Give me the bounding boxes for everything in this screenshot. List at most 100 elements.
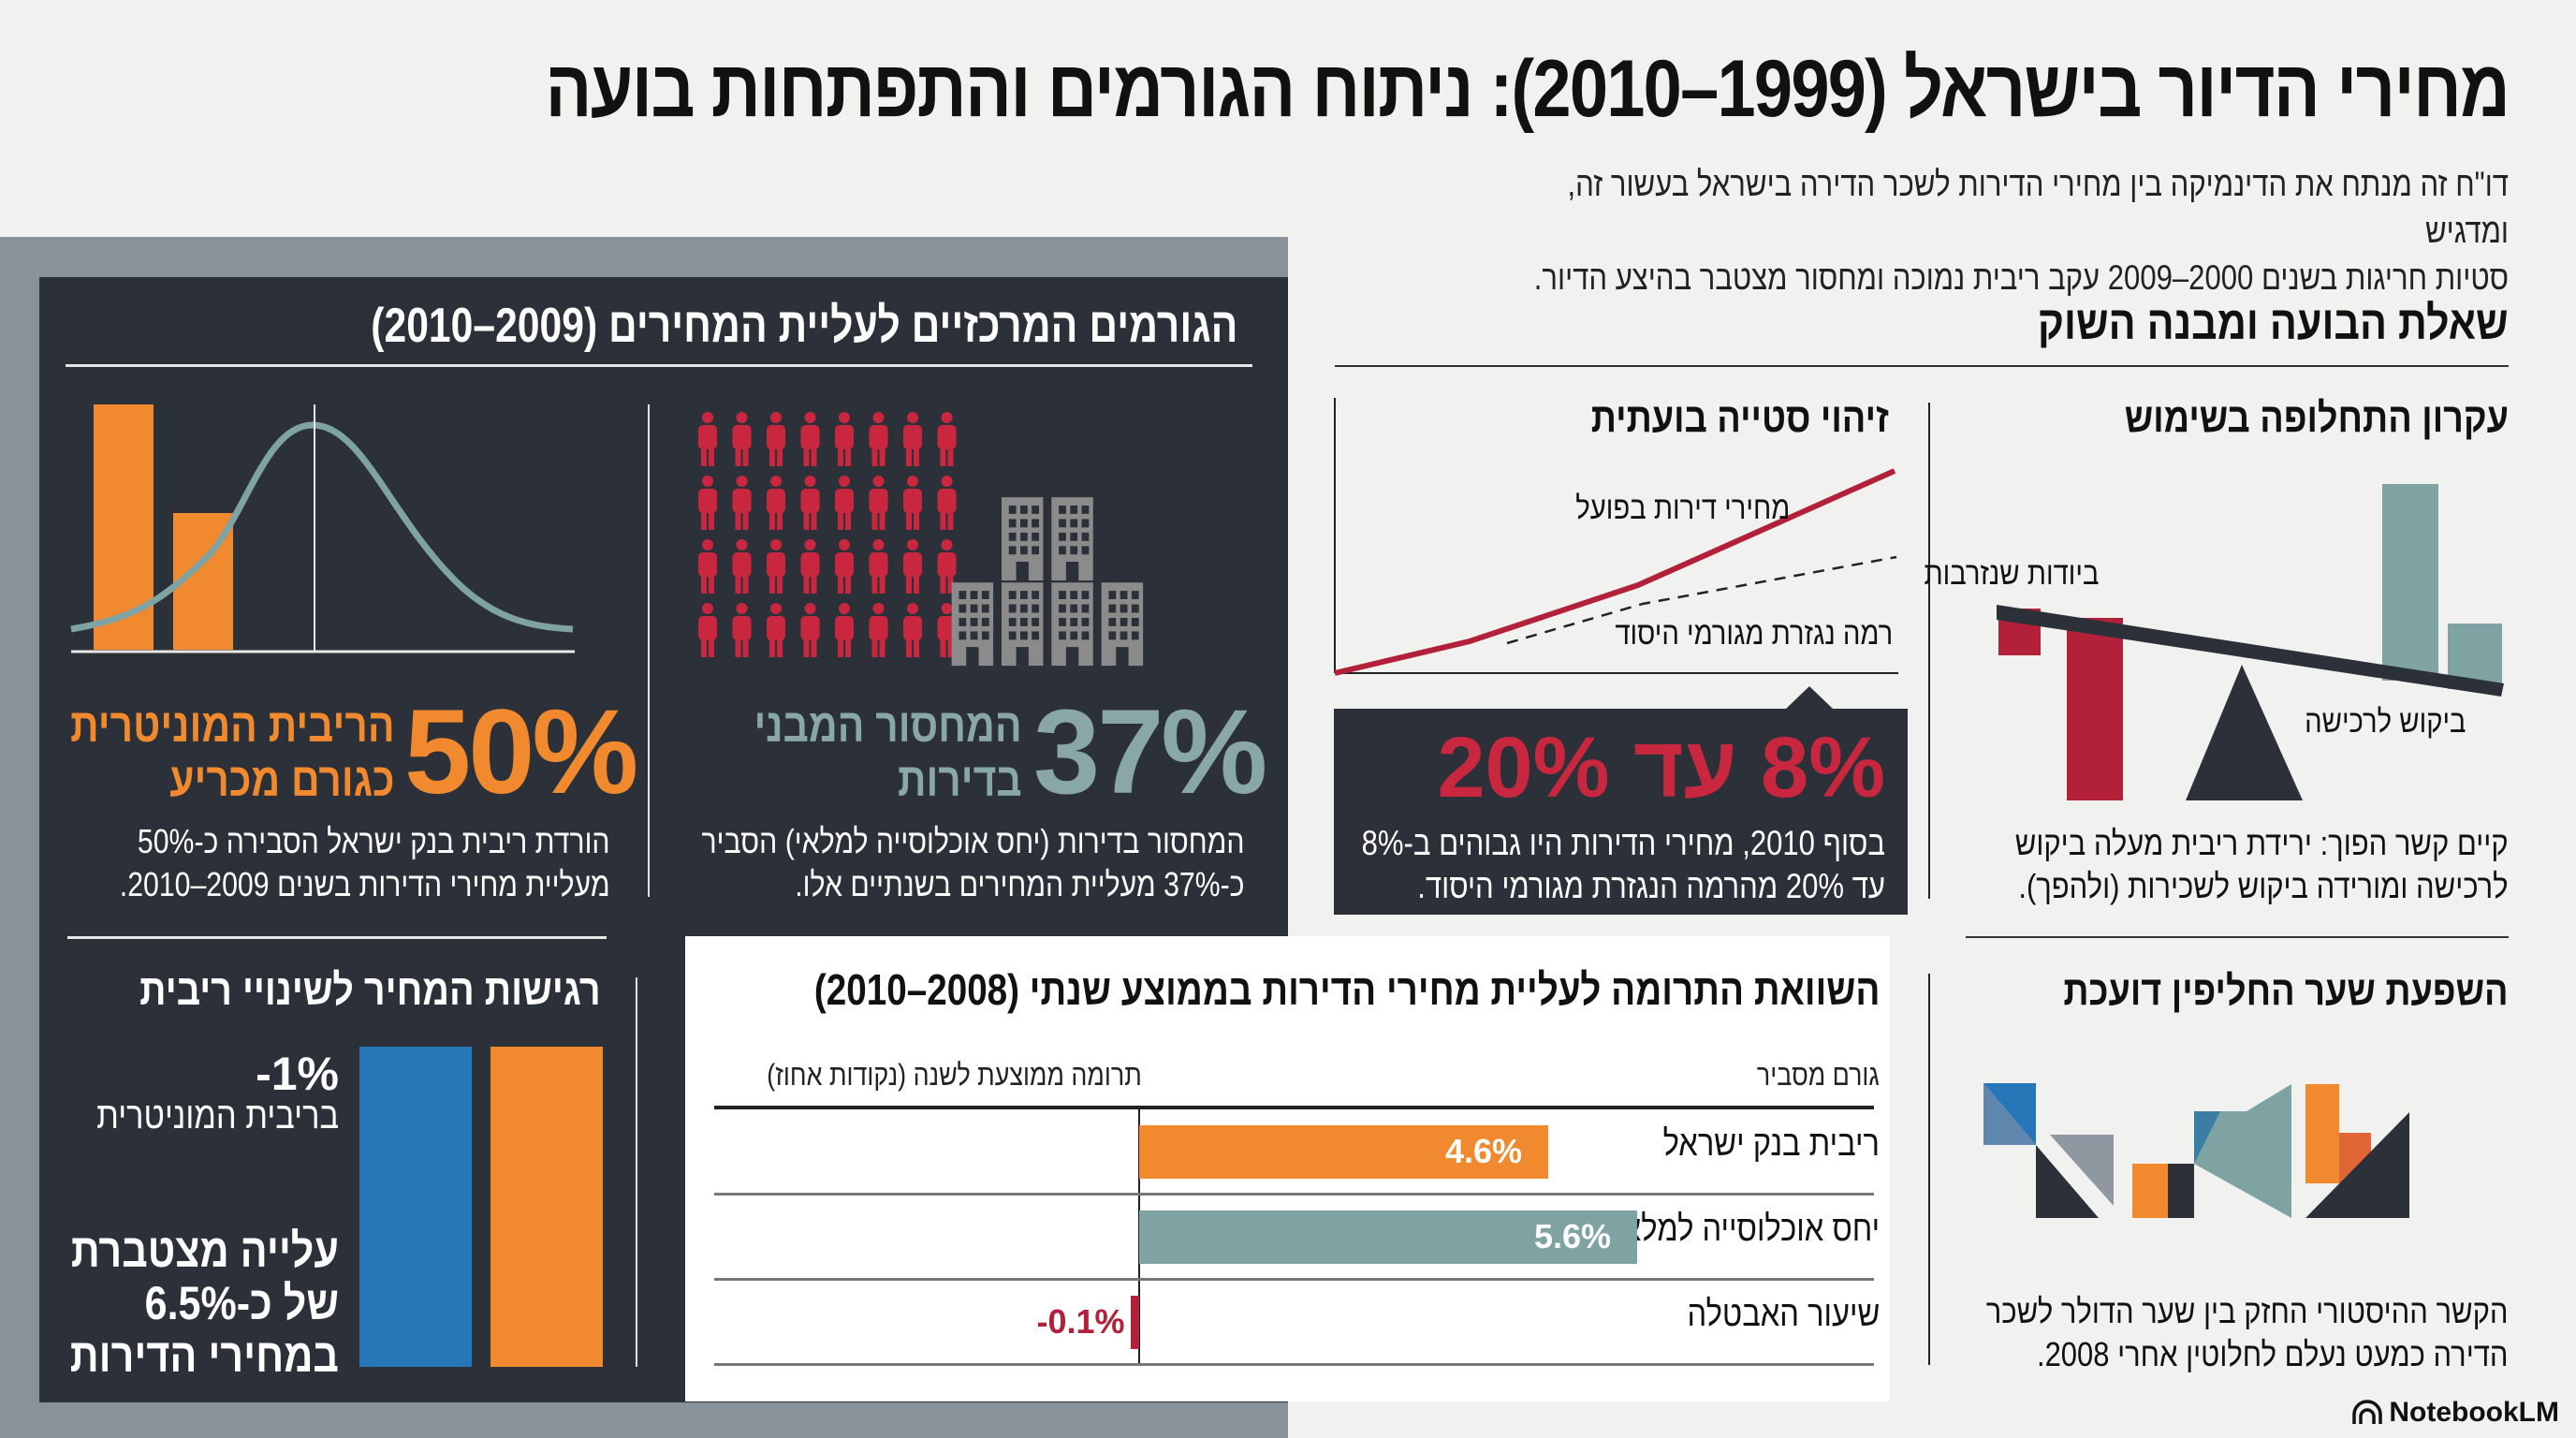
page-title: מחירי הדיור בישראל (1999–2010): ניתוח הג…	[545, 44, 2510, 134]
substitution-desc-line-2: לרכישה ומורידה ביקוש לשכירות (ולהפך).	[2018, 867, 2509, 905]
bell-curve	[70, 421, 574, 633]
person-icon	[835, 476, 854, 530]
person-icon	[869, 603, 888, 657]
person-icon	[732, 476, 752, 530]
price-effect-line-3: במחירי הדירות	[69, 1329, 339, 1382]
shortage-desc-line-2: כ-37% מעליית המחירים בשנתיים אלו.	[795, 865, 1245, 903]
person-icon	[903, 476, 922, 530]
comparison-row-label: שיעור האבטלה	[1687, 1295, 1880, 1334]
shortage-description: המחסור בדירות (יחס אוכלוסייה למלאי) הסבי…	[702, 820, 1245, 906]
rate-change-value: -1%	[256, 1048, 339, 1100]
market-title-rule	[1335, 365, 2509, 367]
exchange-rate-title: השפעת שער החליפין דועכת	[2063, 968, 2509, 1014]
notebooklm-icon	[2352, 1400, 2383, 1424]
exchange-desc-line-2: הדירה כמעט נעלם לחלוטין אחרי 2008.	[2037, 1335, 2509, 1373]
people-icon-grid	[698, 412, 957, 657]
person-icon	[800, 476, 820, 530]
actual-price-line	[1334, 468, 1896, 676]
person-icon	[937, 476, 957, 530]
brand-name: NotebookLM	[2389, 1397, 2559, 1428]
seesaw-icon	[1997, 484, 2504, 800]
person-icon	[869, 539, 888, 594]
shape-dark-block	[2168, 1164, 2194, 1218]
purchase-bar-tall	[2382, 484, 2438, 681]
comparison-bar-value: 5.6%	[1534, 1217, 1612, 1255]
interest-description: הורדת ריבית בנק ישראל הסבירה כ-50% מעליי…	[120, 820, 610, 906]
market-column-divider	[1928, 403, 1930, 899]
rental-units-label: ביודות שנזרבות	[1923, 556, 2099, 592]
exchange-side-divider	[1928, 974, 1930, 1365]
column-header-contribution: תרומה ממוצעת לשנה (נקודות אחוז)	[767, 1058, 1142, 1092]
person-icon	[937, 603, 957, 657]
seesaw-beam	[1997, 605, 2504, 697]
rental-bar-tall	[2067, 618, 2123, 800]
column-header-factor: גורם מסביר	[1757, 1058, 1880, 1092]
bars-with-bell-curve-icon	[70, 404, 575, 653]
comparison-title: השוואת התרומה לעליית מחירי הדירות בממוצע…	[813, 965, 1880, 1014]
substitution-description: קיים קשר הפוך: ירידת ריבית מעלה ביקוש לר…	[2015, 822, 2509, 908]
building-icon	[951, 582, 994, 667]
substitution-desc-line-1: קיים קשר הפוך: ירידת ריבית מעלה ביקוש	[2015, 824, 2509, 862]
purchase-demand-label: ביקוש לרכישה	[2305, 704, 2466, 740]
person-icon	[800, 603, 820, 657]
person-icon	[698, 476, 717, 530]
shortage-label-line-1: המחסור המבני	[754, 699, 1022, 752]
exchange-rate-description: הקשר ההיסטורי החזק בין שער הדולר לשכר הד…	[1986, 1290, 2509, 1376]
interest-label-line-2: כגורם מכריע	[169, 754, 395, 806]
exchange-top-rule	[1966, 936, 2509, 938]
shape-dark-triangle	[2036, 1145, 2099, 1218]
shape-orange-tall	[2305, 1084, 2339, 1183]
person-icon	[835, 539, 854, 594]
buildings-icon-group	[951, 497, 1144, 667]
shortage-desc-line-1: המחסור בדירות (יחס אוכלוסייה למלאי) הסבי…	[701, 822, 1245, 860]
person-icon	[698, 603, 717, 657]
comparison-bar-value: -0.1%	[1036, 1302, 1125, 1341]
person-icon	[835, 412, 854, 466]
shape-dark-wedge	[2305, 1112, 2409, 1218]
interest-label-line-1: הריבית המוניטרית	[70, 699, 395, 752]
sensitivity-title: רגישות המחיר לשינויי ריבית	[139, 965, 601, 1014]
bubble-deviation-title: זיהוי סטייה בועתית	[1590, 395, 1889, 441]
exchange-desc-line-1: הקשר ההיסטורי החזק בין שער הדולר לשכר	[1986, 1292, 2509, 1330]
person-icon	[732, 412, 752, 466]
callout-desc-line-1: בסוף 2010, מחירי הדירות היו גבוהים ב-8%	[1361, 824, 1885, 862]
callout-pointer	[1785, 686, 1834, 710]
person-icon	[869, 476, 888, 530]
person-icon	[903, 603, 922, 657]
substitution-title: עקרון התחלופה בשימוש	[2124, 395, 2509, 441]
comparison-header-rule	[714, 1106, 1874, 1109]
bubble-callout	[1334, 709, 1908, 915]
factors-divider	[648, 404, 650, 897]
person-icon	[732, 603, 752, 657]
person-icon	[732, 539, 752, 594]
shape-blue-square-b	[1983, 1083, 2036, 1145]
comparison-bar	[1139, 1125, 1548, 1179]
actual-price-label: מחירי דירות בפועל	[1574, 491, 1790, 526]
comparison-row-rule	[714, 1193, 1874, 1196]
shape-grey-triangle	[2050, 1135, 2114, 1206]
building-icon	[1051, 582, 1093, 667]
building-icon	[1002, 582, 1044, 667]
shortage-label: המחסור המבני בדירות	[754, 698, 1022, 807]
sensitivity-side-rule	[636, 977, 637, 1367]
rate-change-label: בריבית המוניטרית	[96, 1095, 339, 1137]
person-icon	[903, 412, 922, 466]
subtitle-line-1: דו"ח זה מנתח את הדינמיקה בין מחירי הדירו…	[1567, 165, 2509, 250]
person-icon	[698, 539, 717, 594]
shape-orange-block	[2132, 1164, 2168, 1218]
sensitivity-bar-blue-top	[359, 1047, 472, 1208]
price-effect-line-2: של כ-6.5%	[144, 1277, 339, 1329]
building-icon	[1101, 582, 1144, 667]
person-icon	[767, 476, 785, 530]
bubble-line-chart	[1334, 398, 1898, 676]
price-effect-line-1: עלייה מצטברת	[70, 1225, 339, 1277]
seesaw-fulcrum	[2186, 665, 2303, 800]
factors-panel-title: הגורמים המרכזיים לעליית המחירים (2009–20…	[370, 299, 1237, 353]
interest-percent: 50%	[404, 685, 638, 819]
sensitivity-bar-blue-bottom	[359, 1193, 472, 1367]
price-effect-text: עלייה מצטברת של כ-6.5% במחירי הדירות	[70, 1225, 339, 1382]
comparison-bar	[1139, 1211, 1637, 1264]
brand-logo: NotebookLM	[2351, 1397, 2559, 1429]
building-icon	[1002, 497, 1044, 580]
fundamental-level-line	[1506, 555, 1897, 645]
